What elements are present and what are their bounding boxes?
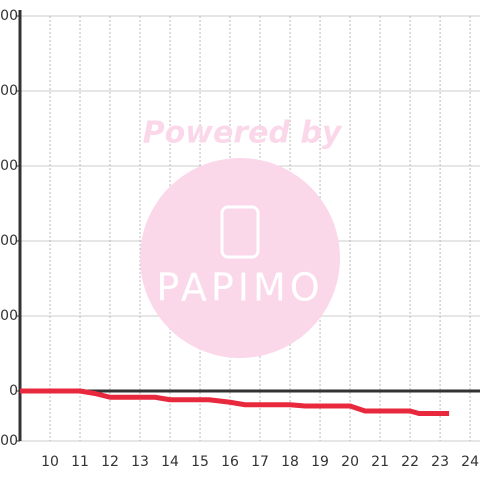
x-tick-label: 12 [101,454,119,470]
x-tick-label: 20 [341,454,359,470]
y-tick-label: 120,000 [0,83,18,99]
x-tick-label: 23 [431,454,449,470]
x-tick-label: 10 [41,454,59,470]
y-tick-label: 90,000 [0,158,18,174]
x-tick-label: 22 [401,454,419,470]
x-tick-label: 24 [461,454,479,470]
watermark-logo: PAPIMO [156,266,323,310]
x-tick-label: 19 [311,454,329,470]
x-tick-label: 17 [251,454,269,470]
y-tick-label: 60,000 [0,233,18,249]
line-series [20,388,450,416]
y-tick-label: 0 [9,383,18,399]
y-tick-label: 30,000 [0,308,18,324]
y-tick-label: -20,000 [0,433,18,449]
x-tick-label: 16 [221,454,239,470]
x-tick-label: 11 [71,454,89,470]
x-tick-label: 14 [161,454,179,470]
y-tick-label: 150,000 [0,8,18,24]
watermark-text: Powered by [143,116,343,151]
watermark-icon [220,205,260,259]
x-tick-label: 13 [131,454,149,470]
x-tick-label: 15 [191,454,209,470]
x-tick-label: 18 [281,454,299,470]
x-tick-label: 21 [371,454,389,470]
